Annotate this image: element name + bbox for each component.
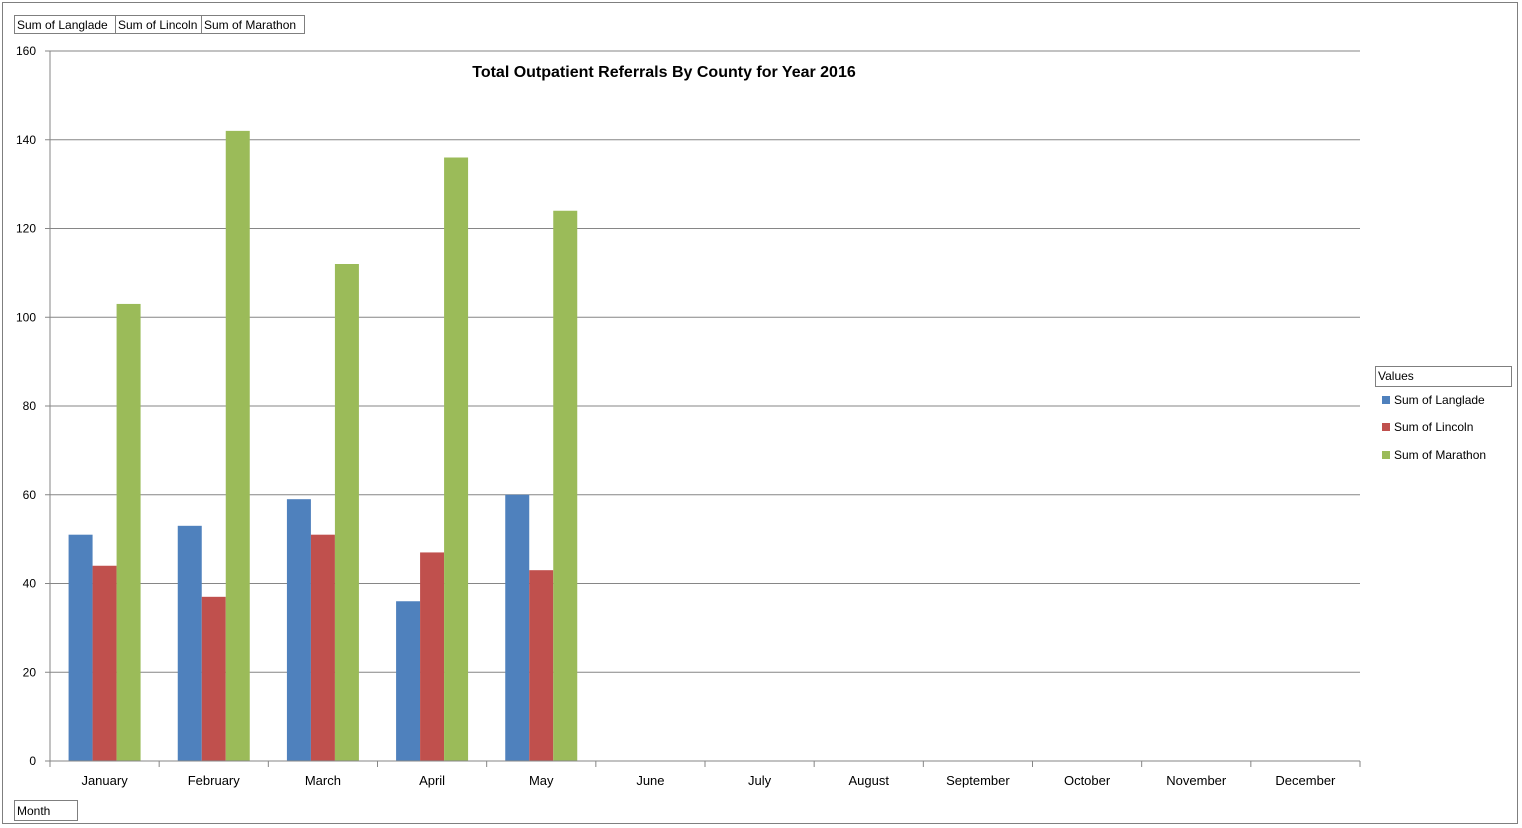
bar-sum-of-langlade-february (177, 525, 202, 761)
x-tick-label: February (188, 773, 241, 788)
bar-sum-of-lincoln-january (92, 565, 117, 761)
x-tick-label: March (305, 773, 341, 788)
bar-sum-of-langlade-march (286, 499, 311, 761)
bar-sum-of-langlade-april (396, 601, 421, 761)
y-tick-label: 0 (29, 754, 36, 768)
bar-sum-of-marathon-january (116, 303, 141, 761)
field-button-sum-of-langlade[interactable]: Sum of Langlade (14, 15, 116, 34)
y-tick-label: 140 (16, 133, 36, 147)
bar-sum-of-lincoln-april (420, 552, 445, 761)
x-tick-label: October (1064, 773, 1111, 788)
bar-sum-of-lincoln-may (529, 570, 554, 761)
bar-sum-of-langlade-january (68, 534, 93, 761)
chart-title: Total Outpatient Referrals By County for… (472, 64, 856, 81)
x-tick-label: July (748, 773, 772, 788)
y-tick-label: 80 (23, 399, 37, 413)
legend-swatch-lincoln (1382, 423, 1390, 431)
y-tick-label: 20 (23, 665, 37, 679)
bar-sum-of-marathon-march (334, 264, 359, 761)
y-tick-label: 60 (23, 488, 37, 502)
x-tick-label: November (1166, 773, 1227, 788)
y-tick-label: 160 (16, 44, 36, 58)
y-tick-label: 40 (23, 577, 37, 591)
field-button-month[interactable]: Month (14, 800, 78, 821)
legend-label-langlade: Sum of Langlade (1394, 393, 1485, 407)
bars (68, 130, 578, 761)
gridlines (50, 50, 1360, 673)
legend-item-sum-of-langlade: Sum of Langlade (1382, 391, 1485, 409)
axes: 0 20 40 60 80 100 120 140 160 January February Marc… (16, 44, 1361, 788)
bar-sum-of-marathon-may (553, 210, 578, 761)
x-tick-label: May (529, 773, 554, 788)
y-tick-label: 100 (16, 310, 36, 324)
bar-sum-of-lincoln-march (310, 534, 335, 761)
x-tick-label: April (419, 773, 445, 788)
legend-swatch-marathon (1382, 451, 1390, 459)
field-button-sum-of-marathon[interactable]: Sum of Marathon (201, 15, 305, 34)
bar-sum-of-marathon-april (444, 157, 469, 761)
legend-title[interactable]: Values (1375, 366, 1512, 387)
legend-item-sum-of-marathon: Sum of Marathon (1382, 446, 1486, 464)
bar-sum-of-lincoln-february (201, 596, 226, 761)
legend-swatch-langlade (1382, 396, 1390, 404)
bar-sum-of-langlade-may (505, 494, 530, 761)
x-tick-label: June (636, 773, 664, 788)
legend-label-lincoln: Sum of Lincoln (1394, 420, 1474, 434)
x-tick-label: August (849, 773, 890, 788)
y-tick-label: 120 (16, 222, 36, 236)
x-tick-label: December (1275, 773, 1336, 788)
legend-item-sum-of-lincoln: Sum of Lincoln (1382, 418, 1473, 436)
bar-sum-of-marathon-february (225, 130, 250, 761)
field-button-sum-of-lincoln[interactable]: Sum of Lincoln (115, 15, 202, 34)
x-tick-label: January (81, 773, 128, 788)
legend-label-marathon: Sum of Marathon (1394, 448, 1487, 462)
x-tick-label: September (946, 773, 1010, 788)
